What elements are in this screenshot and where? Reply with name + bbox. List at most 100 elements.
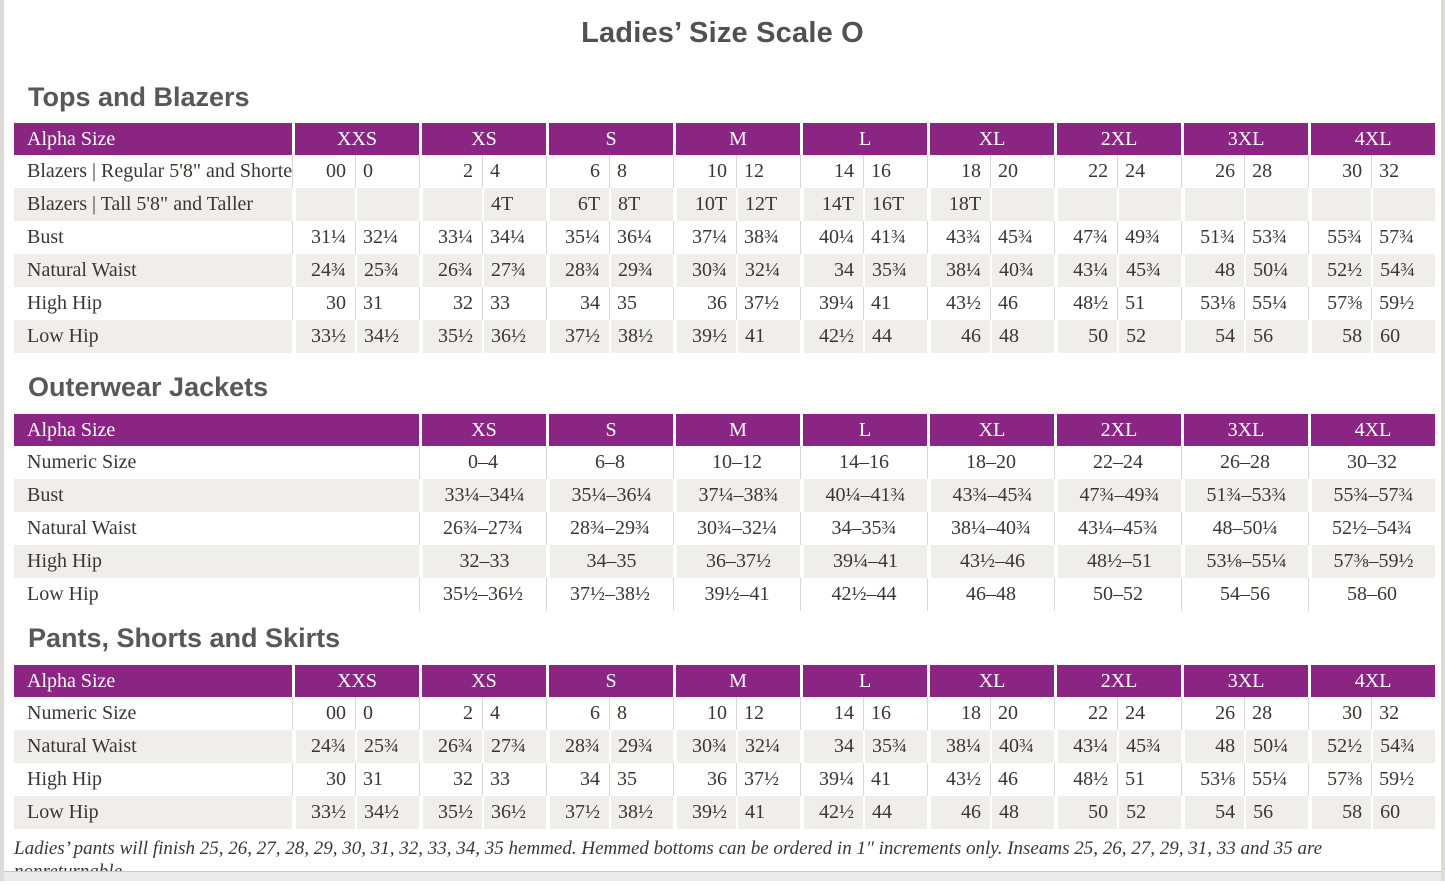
size-value-cell: 49¾	[1117, 221, 1181, 255]
size-value-cell: 42½	[800, 320, 864, 354]
size-group-header: S	[546, 123, 674, 156]
size-value-cell: 48	[1181, 730, 1245, 764]
size-group-header: M	[673, 414, 800, 447]
size-value-cell: 36½	[482, 320, 547, 354]
size-value-cell: 35	[609, 763, 673, 797]
size-value-cell: 37½	[736, 763, 800, 797]
size-group-header: 3XL	[1181, 665, 1309, 698]
row-label: Blazers | Tall 5'8" and Taller	[14, 188, 292, 222]
size-group-header: L	[800, 123, 928, 156]
size-value-cell: 4	[482, 155, 546, 189]
size-value-cell: 35½	[419, 796, 483, 830]
size-value-cell: 10	[673, 155, 736, 189]
size-value-cell: 27¾	[482, 730, 547, 764]
table-row: Bust 31¼ 32¼ 33¼ 34¼ 35¼ 36¼ 37¼ 38¾ 40¼ 41¾ 43¾ 45¾…	[14, 221, 1435, 255]
size-table-pants-shorts-skirts: Alpha Size XXS XS S M L XL 2XL 3XL 4XL Numeric Siz…	[14, 665, 1436, 830]
size-value-cell: 14T	[800, 188, 864, 222]
size-value-cell: 43¼	[1054, 730, 1118, 764]
size-group-header: S	[546, 665, 674, 698]
size-value-cell: 16	[863, 155, 927, 189]
size-value-cell: 43½–46	[927, 545, 1054, 579]
row-label: Numeric Size	[27, 451, 137, 474]
size-value-cell	[292, 188, 355, 222]
size-value-cell: 53⅛	[1181, 287, 1244, 321]
size-value-cell: 41	[863, 763, 927, 797]
size-value-cell: 35¾	[863, 254, 928, 288]
size-value-cell	[1117, 188, 1182, 222]
row-label: Natural Waist	[14, 730, 292, 764]
size-value-cell: 38¼–40¾	[927, 512, 1054, 546]
size-value-cell: 48½–51	[1054, 545, 1181, 579]
size-value-cell: 39¼	[800, 287, 863, 321]
size-value-cell: 39½	[673, 796, 737, 830]
size-value-cell: 28¾	[546, 254, 610, 288]
size-value-cell: 33	[482, 763, 546, 797]
page-edge-bottom	[4, 871, 1441, 881]
size-value-cell: 48	[1181, 254, 1245, 288]
size-value-cell	[990, 188, 1055, 222]
size-value-cell: 55¾	[1308, 221, 1371, 255]
size-value-cell: 38½	[609, 796, 674, 830]
row-label: Natural Waist	[27, 517, 137, 540]
size-value-cell: 35½–36½	[419, 578, 546, 612]
row-label: High Hip	[27, 768, 102, 791]
size-value-cell: 55¾–57¾	[1308, 479, 1435, 513]
table-header-row: Alpha Size XXS XS S M L XL 2XL 3XL 4XL	[14, 123, 1436, 156]
size-value-cell: 34½	[355, 796, 420, 830]
size-group-header: 2XL	[1054, 414, 1181, 447]
size-value-cell: 50¼	[1244, 254, 1309, 288]
size-value-cell: 43½	[927, 287, 990, 321]
size-value-cell: 58–60	[1308, 578, 1435, 612]
row-label: Bust	[14, 479, 419, 513]
size-value-cell: 57⅜	[1308, 763, 1371, 797]
size-value-cell: 24¾	[292, 730, 355, 764]
size-value-cell: 46	[927, 796, 991, 830]
size-value-cell: 18T	[927, 188, 991, 222]
size-value-cell: 36	[673, 763, 736, 797]
size-value-cell: 34½	[355, 320, 420, 354]
size-value-cell: 45¾	[990, 221, 1054, 255]
size-value-cell: 32¼	[736, 730, 801, 764]
size-value-cell: 30	[292, 287, 355, 321]
size-value-cell: 24	[1117, 155, 1181, 189]
size-value-cell: 54¾	[1371, 254, 1436, 288]
size-value-cell: 35½	[419, 320, 483, 354]
size-value-cell: 8	[609, 155, 673, 189]
size-value-cell: 33½	[292, 320, 355, 354]
size-value-cell: 48–50¼	[1181, 512, 1308, 546]
size-value-cell: 27¾	[482, 254, 547, 288]
size-value-cell: 56	[1244, 320, 1309, 354]
size-value-cell: 32	[1371, 155, 1435, 189]
size-value-cell: 33½	[292, 796, 355, 830]
row-label: Numeric Size	[27, 702, 137, 725]
section-pants-shorts-skirts: Pants, Shorts and Skirts Alpha Size XXS XS…	[0, 623, 1445, 830]
table-row: High Hip 30 31 32 33 34 35 36 37½ 39¼ 41 43½ 46 48½ 51…	[14, 287, 1435, 321]
size-value-cell: 54¾	[1371, 730, 1436, 764]
size-value-cell: 37½	[546, 320, 610, 354]
size-value-cell: 52	[1117, 320, 1182, 354]
size-value-cell: 48½	[1054, 763, 1117, 797]
size-value-cell: 24¾	[292, 254, 355, 288]
size-value-cell	[1308, 188, 1372, 222]
size-group-header: 4XL	[1308, 665, 1436, 698]
size-value-cell: 41	[863, 287, 927, 321]
size-value-cell: 28	[1244, 697, 1308, 731]
size-value-cell: 26–28	[1181, 446, 1308, 480]
size-value-cell: 38¼	[927, 254, 991, 288]
size-value-cell: 26	[1181, 155, 1244, 189]
size-value-cell: 55¼	[1244, 763, 1308, 797]
size-group-header: XL	[927, 123, 1055, 156]
size-value-cell: 26	[1181, 697, 1244, 731]
row-label: Bust	[27, 226, 64, 249]
size-value-cell: 28¾–29¾	[546, 512, 673, 546]
size-value-cell: 39¼–41	[800, 545, 927, 579]
table-row: High Hip 32–33 34–35 36–37½ 39¼–41 43½–46 48½–…	[14, 545, 1435, 579]
size-value-cell: 50–52	[1054, 578, 1181, 612]
size-value-cell: 39½	[673, 320, 737, 354]
size-value-cell: 36–37½	[673, 545, 800, 579]
size-value-cell: 43¼–45¾	[1054, 512, 1181, 546]
size-group-header: L	[800, 665, 928, 698]
page-edge-right	[1441, 0, 1445, 881]
row-label: Low Hip	[14, 320, 292, 354]
size-value-cell: 14	[800, 155, 863, 189]
